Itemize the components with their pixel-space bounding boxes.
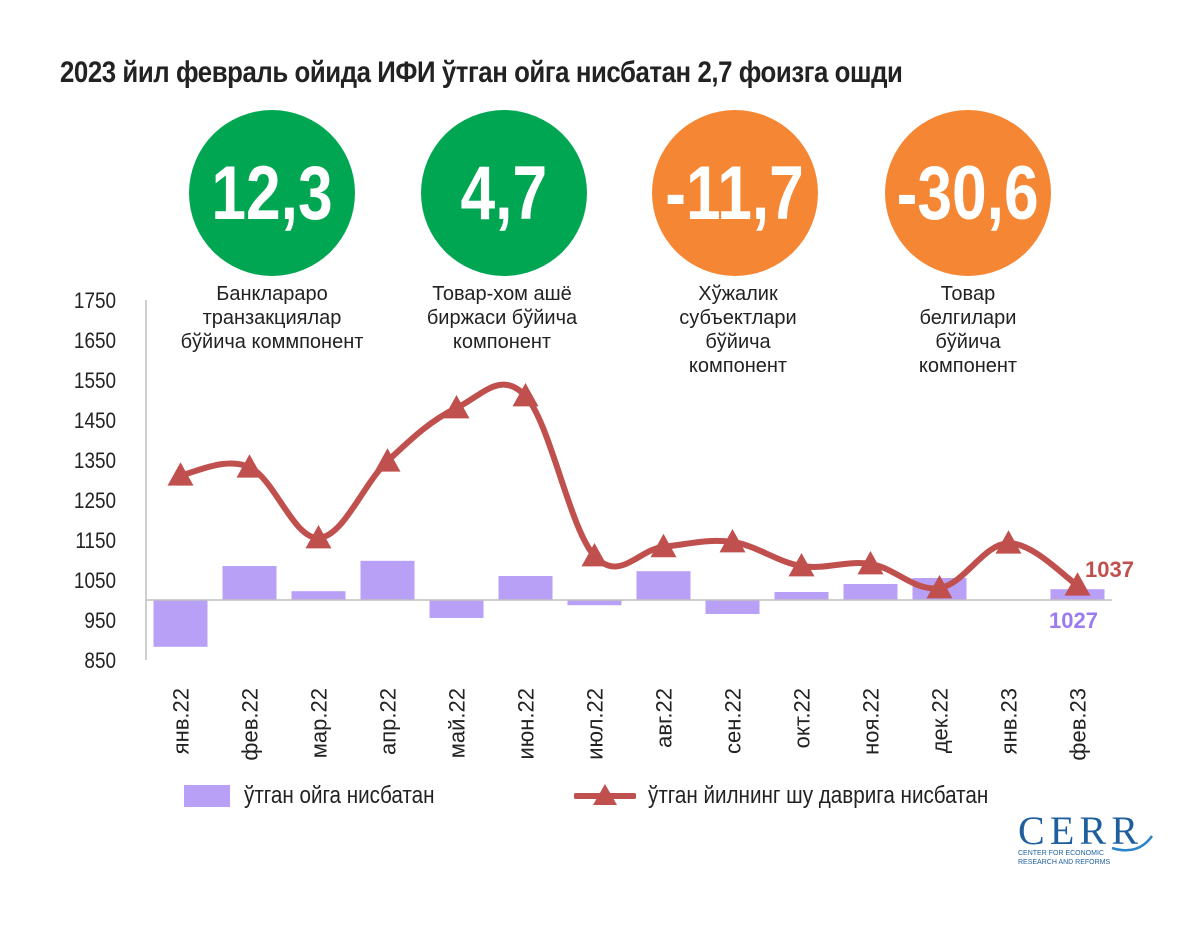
- line-point-marker: [167, 462, 194, 486]
- logo-sub1: CENTER FOR ECONOMIC: [1018, 850, 1104, 857]
- legend-item-bars: ўтган ойга нисбатан: [184, 778, 465, 814]
- y-tick-label: 1350: [74, 449, 116, 474]
- legend-swatch-line: [574, 784, 636, 805]
- line-point-marker: [374, 448, 401, 472]
- legend-label-bars: ўтган ойга нисбатан: [244, 782, 435, 809]
- component-circle-interbank: 12,3: [189, 110, 355, 276]
- chart-title: 2023 йил февраль ойида ИФИ ўтган ойга ни…: [60, 56, 903, 89]
- bar: [567, 600, 622, 606]
- x-tick-label: фев.23: [1066, 688, 1091, 761]
- bar: [843, 584, 898, 600]
- line-point-marker: [1064, 572, 1091, 596]
- logo-sub2: RESEARCH AND REFORMS: [1018, 859, 1111, 866]
- component-value-business: -11,7: [665, 150, 805, 236]
- bar: [153, 600, 208, 647]
- y-tick-label: 850: [84, 649, 116, 674]
- line-point-marker: [443, 395, 470, 419]
- bar: [222, 566, 277, 600]
- line-point-marker: [581, 543, 608, 567]
- line-point-marker: [926, 575, 953, 599]
- component-label-exchange: Товар-хом ашё биржаси бўйича компонент: [426, 283, 578, 353]
- y-tick-label: 1450: [74, 409, 116, 434]
- line-point-marker: [650, 533, 677, 558]
- line-point-marker: [857, 551, 884, 575]
- bar: [429, 600, 484, 618]
- component-label-business: Хўжалик субъектлари бўйича компонент: [679, 283, 797, 377]
- component-value-exchange: 4,7: [460, 150, 548, 236]
- bar: [498, 576, 553, 600]
- x-tick-label: янв.22: [169, 688, 194, 754]
- x-tick-label: авг.22: [652, 688, 677, 748]
- y-tick-label: 1650: [74, 329, 116, 354]
- bar: [360, 560, 415, 600]
- line-point-marker: [788, 553, 815, 577]
- x-tick-label: май.22: [445, 688, 470, 758]
- x-tick-label: июн.22: [514, 688, 539, 760]
- x-tick-label: ноя.22: [859, 688, 884, 755]
- legend-item-line: ўтган йилнинг шу даврига нисбатан: [574, 778, 1044, 814]
- x-tick-label: апр.22: [376, 688, 401, 755]
- y-tick-label: 1150: [75, 529, 116, 554]
- line-point-marker: [719, 529, 746, 553]
- y-tick-label: 950: [84, 609, 116, 634]
- component-label-trademarks: Товар белгилари бўйича компонент: [918, 283, 1018, 377]
- bar: [291, 591, 346, 600]
- bar: [774, 592, 829, 600]
- legend-label-line: ўтган йилнинг шу даврига нисбатан: [648, 782, 989, 809]
- component-label-interbank: Банклараро транзакциялар бўйича коммпоне…: [180, 283, 364, 353]
- bar: [636, 571, 691, 600]
- y-tick-label: 1050: [74, 569, 116, 594]
- bar-last-value-label: 1027: [1049, 608, 1098, 633]
- x-tick-label: дек.22: [928, 688, 953, 753]
- y-tick-label: 1550: [74, 369, 116, 394]
- line-point-marker: [305, 525, 332, 549]
- line-point-marker: [512, 383, 539, 407]
- x-tick-label: июл.22: [583, 688, 608, 760]
- cerr-logo: CERR CENTER FOR ECONOMIC RESEARCH AND RE…: [1018, 808, 1154, 866]
- x-tick-label: мар.22: [307, 688, 332, 758]
- y-tick-label: 1750: [74, 289, 116, 314]
- component-circle-business: -11,7: [652, 110, 818, 276]
- bar: [705, 600, 760, 614]
- line-point-marker: [995, 530, 1022, 554]
- legend-swatch-bars: [184, 785, 230, 807]
- logo-text: CERR: [1018, 808, 1138, 853]
- y-tick-label: 1250: [74, 489, 116, 514]
- component-value-trademarks: -30,6: [896, 150, 1040, 236]
- line-last-value-label: 1037: [1085, 557, 1134, 582]
- line-series: [177, 381, 1081, 592]
- component-circle-exchange: 4,7: [421, 110, 587, 276]
- x-tick-label: окт.22: [790, 688, 815, 748]
- component-value-interbank: 12,3: [211, 150, 333, 236]
- line-point-marker: [236, 454, 263, 478]
- x-tick-label: сен.22: [721, 688, 746, 754]
- x-tick-label: янв.23: [997, 688, 1022, 754]
- component-circle-trademarks: -30,6: [885, 110, 1051, 276]
- x-tick-label: фев.22: [238, 688, 263, 761]
